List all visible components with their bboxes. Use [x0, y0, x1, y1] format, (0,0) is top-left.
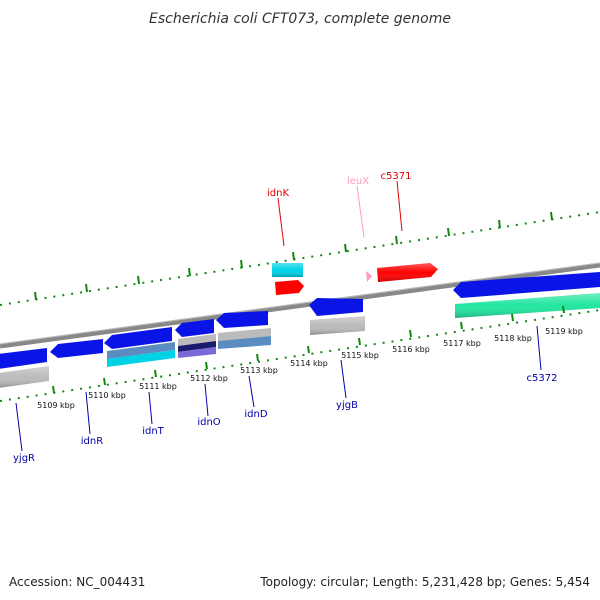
tick-label: 5117 kbp: [443, 339, 481, 348]
inner-major-tick: [511, 313, 514, 322]
gene-arrow-idno[interactable]: [175, 319, 214, 337]
reverse-features: [0, 272, 600, 369]
gene-label-idnd[interactable]: idnD: [244, 409, 267, 420]
gene-shade: [272, 263, 303, 277]
inner-major-tick: [52, 385, 55, 394]
outer-major-tick: [188, 267, 191, 277]
cog-shade: [310, 316, 365, 335]
cog-block-idno-grey: [178, 334, 216, 346]
gene-arrow-idnt[interactable]: [104, 327, 172, 349]
leader-yjgb: [340, 359, 347, 399]
gene-arrow-shade: [377, 263, 438, 282]
forward-features: [272, 263, 438, 295]
cog-block-idnd-steel: [218, 336, 271, 349]
inner-dotted-line: [0, 309, 600, 402]
inner-major-tick: [205, 361, 208, 370]
tick-label: 5109 kbp: [37, 401, 75, 410]
outer-major-tick: [550, 211, 553, 221]
gene-arrow-yjgb[interactable]: [309, 298, 363, 316]
leader-yjgr: [15, 402, 23, 452]
outer-major-tick: [137, 275, 140, 285]
gene-arrow-yjgr[interactable]: [0, 348, 47, 369]
tick-label: 5113 kbp: [240, 366, 278, 375]
outer-major-tick: [447, 227, 450, 237]
leader-c5371: [396, 180, 403, 232]
cog-ring: [0, 293, 600, 388]
inner-major-tick: [256, 353, 259, 362]
outer-tick-ring: [0, 211, 600, 306]
gene-label-idnr[interactable]: idnR: [81, 436, 103, 447]
cog-block-idnt-cyan: [107, 350, 175, 367]
gene-label-c5372[interactable]: c5372: [527, 373, 558, 384]
tick-label: 5112 kbp: [190, 374, 228, 383]
gene-label-yjgb[interactable]: yjgB: [336, 400, 358, 411]
gene-label-idnt[interactable]: idnT: [142, 426, 164, 437]
outer-major-tick: [395, 235, 398, 245]
summary-text: Topology: circular; Length: 5,231,428 bp…: [259, 575, 590, 589]
inner-major-tick: [409, 329, 412, 338]
cog-block-idno-purple: [178, 347, 216, 358]
cog-shade: [0, 366, 49, 388]
leader-idnd: [248, 375, 255, 408]
outer-major-tick: [498, 219, 501, 229]
tick-labels: 5109 kbp 5110 kbp 5111 kbp 5112 kbp 5113…: [37, 327, 583, 410]
outer-major-tick: [344, 243, 347, 253]
gene-arrow-c5372[interactable]: [453, 272, 600, 298]
gene-label-leux[interactable]: leuX: [347, 176, 369, 187]
outer-major-tick: [292, 251, 295, 261]
inner-major-tick: [154, 369, 157, 378]
cog-block-idnd-grey: [218, 328, 271, 341]
gene-label-idnk[interactable]: idnK: [267, 188, 289, 199]
tick-label: 5116 kbp: [392, 345, 430, 354]
map-title: Escherichia coli CFT073, complete genome: [149, 11, 451, 27]
leader-idnr: [85, 391, 91, 435]
cog-block-idnt-steel: [107, 342, 175, 359]
cog-block-idno-navy: [178, 341, 216, 352]
inner-major-tick: [562, 305, 565, 314]
leader-idnk: [277, 197, 285, 247]
outer-major-tick: [240, 259, 243, 269]
inner-major-tick: [307, 345, 310, 354]
leader-c5372: [536, 325, 542, 371]
gene-label-idno[interactable]: idnO: [197, 417, 220, 428]
tick-label: 5114 kbp: [290, 359, 328, 368]
inner-major-tick: [460, 321, 463, 330]
backbone-highlight: [0, 262, 600, 345]
gene-arrow-idnd[interactable]: [216, 311, 268, 328]
gene-label-c5371[interactable]: c5371: [381, 171, 412, 182]
outer-major-tick: [85, 283, 88, 293]
genome-backbone: [0, 262, 600, 349]
tick-label: 5118 kbp: [494, 334, 532, 343]
accession-text: Accession: NC_004431: [9, 575, 145, 589]
tick-label: 5110 kbp: [88, 391, 126, 400]
tick-label: 5119 kbp: [545, 327, 583, 336]
outer-major-tick: [34, 291, 37, 301]
cog-shade: [455, 293, 600, 318]
gene-labels: idnK leuX c5371 yjgR idnR idnT idnO idnD…: [13, 171, 557, 464]
leader-idnt: [148, 391, 153, 425]
trna-leux[interactable]: [366, 271, 372, 282]
inner-tick-ring: [0, 305, 600, 402]
leader-leux: [356, 185, 365, 238]
tick-label: 5115 kbp: [341, 351, 379, 360]
gene-arrow-idnk[interactable]: [275, 280, 304, 295]
gene-label-yjgr[interactable]: yjgR: [13, 453, 35, 464]
label-leaders: [15, 180, 542, 452]
gene-arrow-idnr[interactable]: [50, 339, 103, 358]
tick-label: 5111 kbp: [139, 382, 177, 391]
inner-major-tick: [103, 377, 106, 386]
inner-major-tick: [358, 337, 361, 346]
leader-idno: [204, 383, 209, 417]
